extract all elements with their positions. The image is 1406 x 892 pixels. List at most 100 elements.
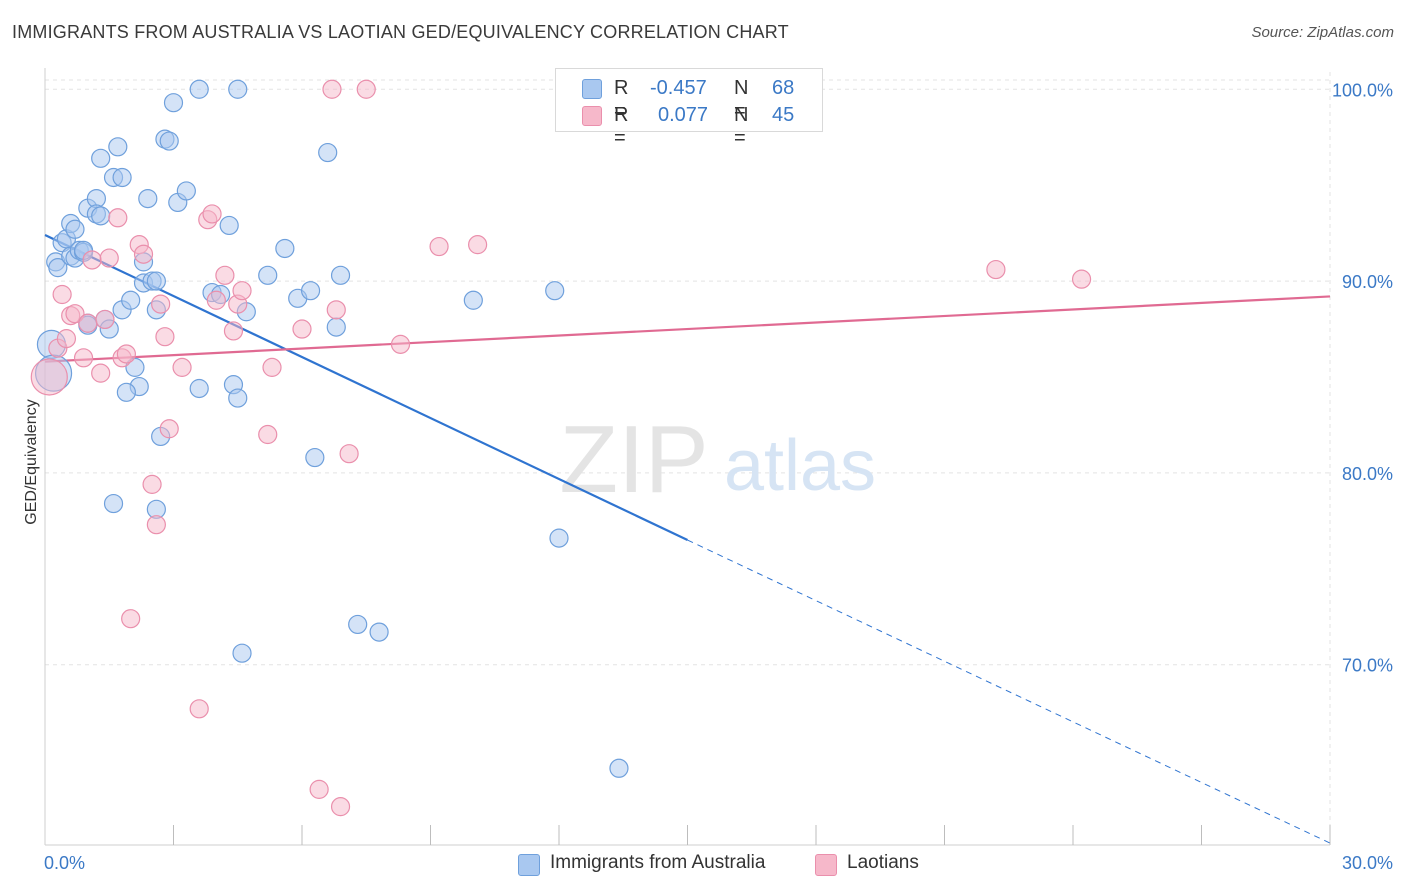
- laotian-point: [189, 699, 209, 719]
- axes: [44, 68, 1331, 846]
- australia-point: [103, 493, 124, 514]
- laotian-point: [65, 304, 85, 324]
- laotian-point: [151, 294, 171, 314]
- r-label: R =: [614, 77, 629, 122]
- laotian-point: [206, 290, 226, 310]
- australia-point: [609, 758, 629, 778]
- laotians-legend-swatch: [815, 854, 837, 876]
- laotian-point: [292, 319, 312, 339]
- australia-trend-extension: [687, 539, 1331, 844]
- australia-point: [65, 219, 85, 239]
- watermark: ZIP atlas: [559, 406, 876, 513]
- r-value: -0.457: [650, 77, 707, 99]
- laotian-point: [262, 357, 282, 377]
- laotian-point: [108, 208, 128, 228]
- australia-point: [138, 188, 158, 209]
- australia-point: [348, 614, 368, 635]
- australia-legend-swatch: [518, 854, 540, 876]
- y-tick-label: 80.0%: [1342, 464, 1393, 484]
- laotian-point: [133, 244, 154, 264]
- laotian-point: [258, 424, 278, 445]
- laotian-point: [1071, 269, 1092, 289]
- australia-point: [116, 382, 136, 402]
- australia-point: [125, 357, 145, 377]
- y-axis-label: GED/Equivalency: [23, 399, 40, 524]
- australia-point: [189, 378, 209, 399]
- australia-point: [48, 258, 68, 278]
- laotian-point: [232, 281, 252, 301]
- australia-point: [91, 148, 111, 168]
- x-tick-label: 30.0%: [1342, 853, 1393, 873]
- n-value: 45: [772, 104, 795, 126]
- laotian-point: [326, 300, 346, 320]
- australia-point: [318, 142, 338, 163]
- australia-point: [330, 265, 351, 285]
- laotian-point: [322, 79, 342, 99]
- laotian-point: [159, 419, 179, 439]
- laotian-point: [172, 357, 192, 377]
- laotian-point: [73, 348, 94, 368]
- laotians-swatch: [582, 106, 602, 126]
- legend-label: Immigrants from Australia: [550, 852, 766, 873]
- australia-point: [369, 622, 389, 642]
- laotian-point: [223, 321, 244, 341]
- laotian-point: [986, 259, 1006, 280]
- laotian-point: [429, 236, 449, 257]
- laotian-point: [146, 515, 166, 535]
- laotian-point: [356, 79, 376, 99]
- australia-point: [121, 290, 141, 310]
- laotian-trend-line: [44, 295, 1331, 363]
- australia-point: [326, 317, 346, 337]
- n-label: N =: [734, 104, 749, 149]
- n-label: N =: [734, 77, 749, 122]
- x-tick-label: 0.0%: [44, 853, 85, 873]
- laotian-point: [95, 309, 115, 330]
- laotian-point: [330, 797, 351, 817]
- australia-point: [91, 206, 111, 226]
- laotian-point: [52, 284, 72, 305]
- australia-point: [305, 447, 325, 468]
- australia-point: [219, 215, 239, 236]
- australia-point: [112, 167, 132, 188]
- australia-point: [176, 181, 196, 201]
- laotian-point: [468, 235, 488, 255]
- laotian-point: [78, 313, 98, 333]
- y-tick-label: 100.0%: [1332, 80, 1393, 100]
- laotian-point: [82, 250, 102, 270]
- laotian-point: [30, 358, 68, 396]
- source-label: Source: ZipAtlas.com: [1251, 24, 1394, 41]
- laotian-point: [56, 329, 77, 349]
- laotian-point: [390, 334, 411, 354]
- laotian-point: [91, 363, 111, 383]
- australia-point: [463, 290, 483, 310]
- laotian-point: [99, 248, 119, 268]
- australia-point: [108, 137, 128, 157]
- australia-point: [232, 643, 252, 663]
- laotian-point: [142, 474, 162, 494]
- r-value: 0.077: [658, 104, 709, 126]
- watermark-atlas: atlas: [724, 426, 876, 506]
- y-tick-label: 70.0%: [1342, 656, 1393, 676]
- australia-point: [300, 281, 321, 301]
- chart-title: IMMIGRANTS FROM AUSTRALIA VS LAOTIAN GED…: [12, 22, 789, 42]
- legend-label: Laotians: [847, 852, 919, 873]
- australia-swatch: [582, 79, 602, 99]
- australia-point: [228, 388, 248, 408]
- data-points: [30, 79, 1092, 817]
- australia-point: [545, 281, 565, 301]
- australia-point: [159, 131, 179, 151]
- australia-point: [275, 238, 295, 259]
- australia-point: [146, 271, 166, 291]
- watermark-zip: ZIP: [559, 406, 708, 513]
- correlation-legend: R = -0.457 N = 68 R = 0.077 N = 45: [555, 68, 823, 149]
- n-value: 68: [772, 77, 795, 99]
- laotian-point: [339, 444, 359, 464]
- australia-point: [258, 265, 278, 285]
- tick-labels: 100.0% 90.0% 80.0% 70.0% 0.0% 30.0%: [44, 80, 1393, 873]
- r-label: R =: [614, 104, 629, 149]
- laotian-point: [116, 344, 136, 364]
- australia-point: [228, 79, 248, 99]
- laotian-point: [309, 779, 329, 799]
- y-tick-label: 90.0%: [1342, 272, 1393, 292]
